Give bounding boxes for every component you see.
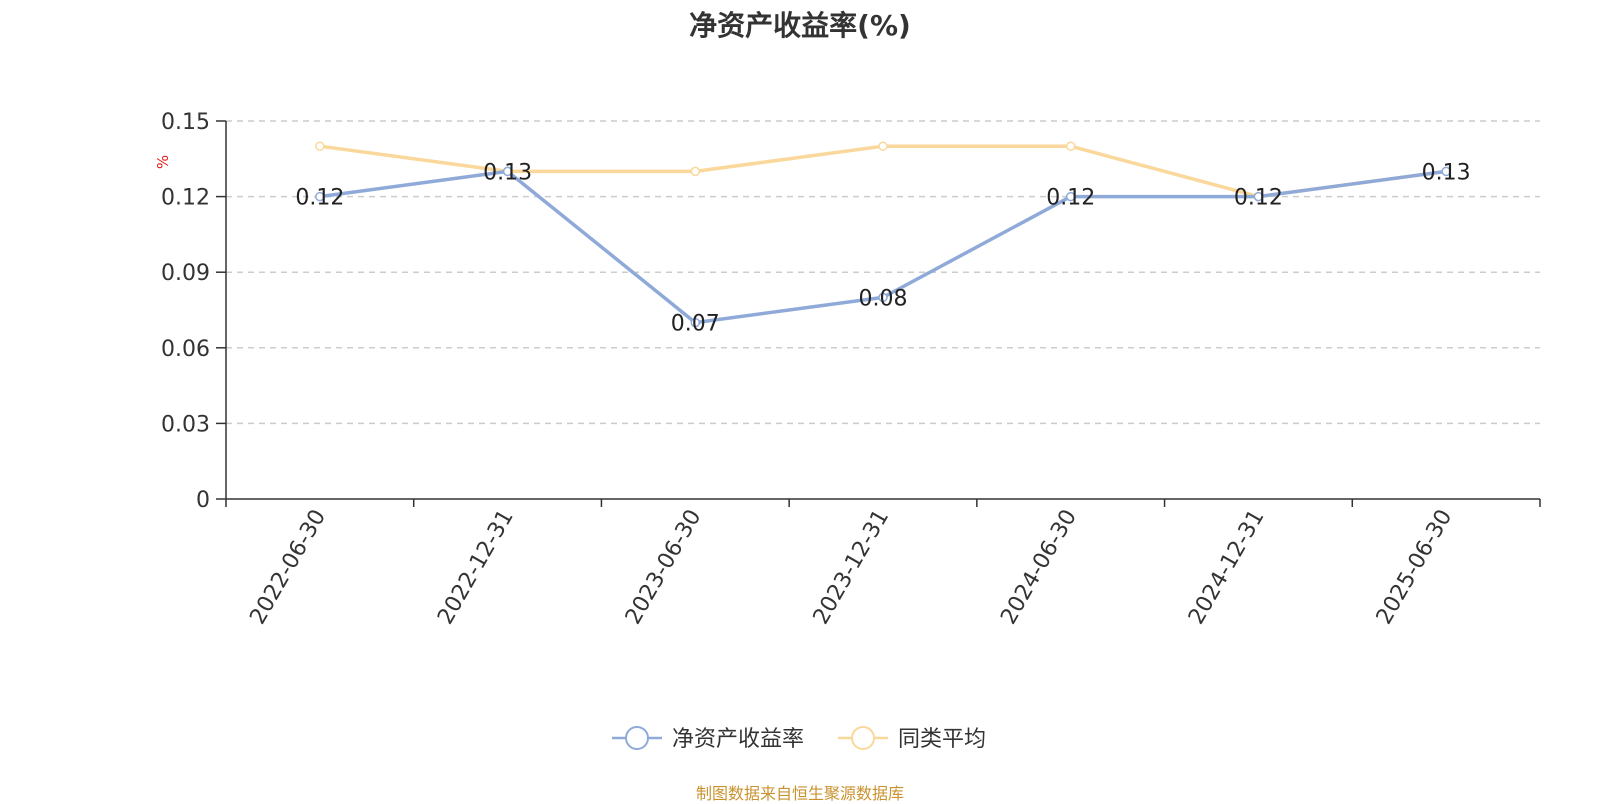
legend-label: 净资产收益率 — [672, 727, 804, 752]
data-label: 0.08 — [859, 286, 908, 311]
x-tick-label: 2024-12-31 — [1184, 506, 1270, 629]
data-label: 0.13 — [1422, 160, 1471, 185]
x-tick-label: 2022-12-31 — [433, 506, 519, 629]
x-tick-label: 2023-06-30 — [621, 506, 707, 629]
data-point — [690, 317, 701, 328]
data-point — [1065, 191, 1076, 202]
data-label: 0.13 — [483, 160, 532, 185]
data-point — [878, 292, 888, 303]
data-label: 0.12 — [295, 186, 344, 211]
data-point — [1441, 166, 1451, 177]
data-label: 0.12 — [1046, 186, 1095, 211]
y-tick-label: 0.09 — [161, 261, 210, 286]
y-tick-label: 0.06 — [161, 337, 210, 362]
series-lines — [315, 141, 1451, 328]
y-tick-label: 0.03 — [161, 412, 210, 437]
grid-lines — [226, 120, 1540, 425]
legend-item[interactable]: 净资产收益率 — [612, 726, 804, 752]
data-point — [878, 141, 888, 151]
x-tick-label: 2025-06-30 — [1372, 506, 1458, 629]
x-tick-label: 2023-12-31 — [809, 506, 895, 629]
legend-label: 同类平均 — [898, 727, 986, 752]
data-point — [315, 141, 325, 151]
x-tick-label: 2022-06-30 — [245, 506, 331, 629]
data-point — [502, 166, 513, 177]
data-label: 0.12 — [1234, 186, 1283, 211]
legend[interactable]: 净资产收益率 同类平均 — [612, 726, 986, 752]
chart-title: 净资产收益率(%) — [689, 9, 911, 42]
x-tick-label: 2024-06-30 — [996, 506, 1082, 629]
y-tick-label: 0.15 — [161, 110, 210, 135]
legend-swatch-marker — [625, 726, 649, 750]
data-labels: 0.12 0.13 0.07 0.08 0.12 0.12 0.13 — [295, 160, 1470, 336]
y-tick-label: 0 — [196, 488, 210, 513]
source-credit: 制图数据来自恒生聚源数据库 — [695, 784, 904, 803]
data-point — [1065, 141, 1076, 151]
y-tick-label: 0.12 — [161, 186, 210, 211]
y-axis-unit-label: % — [154, 155, 172, 169]
legend-swatch-marker — [851, 726, 875, 750]
data-point — [1253, 191, 1264, 202]
legend-item[interactable]: 同类平均 — [838, 726, 986, 752]
data-point — [690, 166, 701, 177]
data-label: 0.07 — [671, 312, 720, 337]
data-point — [315, 191, 325, 202]
